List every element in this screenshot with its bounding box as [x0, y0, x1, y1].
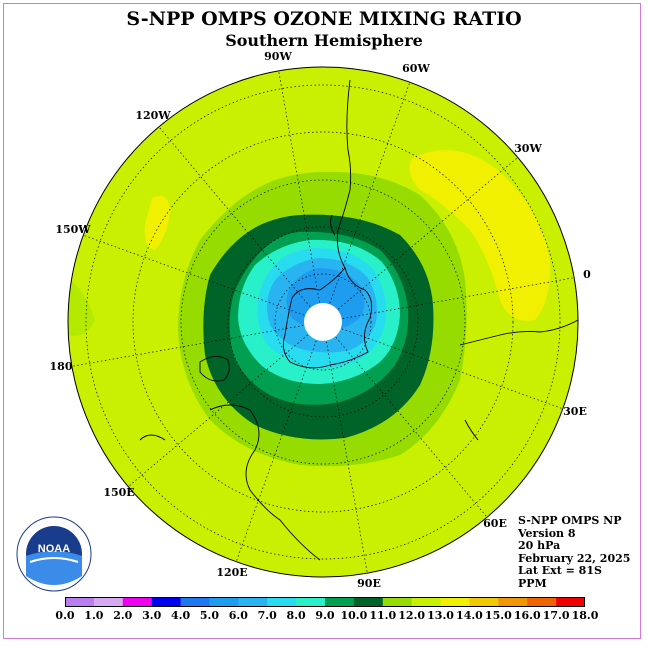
colorbar-tick-label: 11.0	[369, 609, 397, 622]
colorbar-swatch	[122, 597, 153, 607]
colorbar-swatch	[556, 597, 585, 607]
colorbar-tick-label: 14.0	[456, 609, 483, 622]
lon-label-60w: 60W	[402, 62, 430, 75]
lon-label-120w: 120W	[135, 109, 171, 122]
info-lat-ext: Lat Ext = 81S	[518, 564, 602, 577]
lon-label-60e: 60E	[483, 517, 507, 530]
info-units: PPM	[518, 576, 547, 590]
pole-missing-data	[304, 303, 342, 341]
colorbar-swatch	[469, 597, 499, 607]
graticule	[68, 67, 578, 577]
info-level: 20 hPa	[518, 539, 561, 552]
lon-label-90w: 90W	[264, 50, 292, 63]
field-13-14-west	[144, 195, 170, 250]
colorbar-swatch	[151, 597, 182, 607]
colorbar-tick-label: 8.0	[286, 609, 306, 622]
colorbar-swatch	[65, 597, 95, 607]
colorbar-swatch	[353, 597, 384, 607]
figure-frame	[3, 3, 641, 639]
colorbar-tick-label: 6.0	[228, 609, 248, 622]
noaa-logo-icon: NOAA	[16, 516, 92, 592]
colorbar-tick-label: 17.0	[542, 609, 570, 622]
colorbar-tick-label: 13.0	[427, 609, 454, 622]
lon-label-150w: 150W	[55, 223, 91, 236]
svg-text:NOAA: NOAA	[38, 543, 70, 555]
colorbar-swatch	[296, 597, 326, 607]
colorbar-swatch	[209, 597, 239, 607]
colorbar-swatch	[440, 597, 470, 607]
colorbar-tick-label: 18.0	[571, 609, 599, 622]
colorbar-swatch	[325, 597, 355, 607]
info-instrument: S-NPP OMPS NP	[518, 514, 622, 527]
field-13-14-east	[409, 150, 551, 321]
field-12-13-band	[68, 280, 95, 336]
lon-label-0: 0	[583, 268, 591, 281]
colorbar-tick-label: 2.0	[113, 609, 133, 622]
lon-label-30e: 30E	[563, 405, 587, 418]
map-subtitle: Southern Hemisphere	[225, 31, 423, 50]
coastlines	[139, 79, 578, 561]
colorbar-tick-label: 7.0	[257, 609, 277, 622]
colorbar-swatch	[238, 597, 268, 607]
colorbar-swatch	[382, 597, 413, 607]
lon-label-90e: 90E	[357, 577, 381, 590]
lon-label-30w: 30W	[514, 142, 542, 155]
colorbar-tick-label: 15.0	[484, 609, 512, 622]
colorbar-tick-label: 12.0	[398, 609, 426, 622]
colorbar	[65, 597, 585, 607]
colorbar-tick-label: 5.0	[199, 609, 220, 622]
info-version: Version 8	[518, 526, 576, 540]
colorbar-swatch	[180, 597, 210, 607]
colorbar-swatch	[527, 597, 557, 607]
map-title: S-NPP OMPS OZONE MIXING RATIO	[126, 8, 522, 30]
colorbar-swatch	[93, 597, 124, 607]
colorbar-swatch	[498, 597, 528, 607]
colorbar-tick-label: 1.0	[84, 609, 104, 622]
lon-label-180: 180	[50, 360, 73, 373]
colorbar-tick-label: 9.0	[315, 609, 335, 622]
colorbar-swatch	[411, 597, 442, 607]
colorbar-tick-label: 0.0	[55, 609, 75, 622]
colorbar-tick-label: 16.0	[513, 609, 541, 622]
info-date: February 22, 2025	[518, 551, 631, 565]
colorbar-tick-label: 4.0	[170, 609, 191, 622]
lon-label-120e: 120E	[216, 566, 247, 579]
colorbar-tick-label: 3.0	[142, 609, 162, 622]
colorbar-tick-label: 10.0	[340, 609, 368, 622]
info-block: S-NPP OMPS NP Version 8 20 hPa February …	[518, 514, 631, 590]
colorbar-swatch	[267, 597, 297, 607]
lon-label-150e: 150E	[103, 486, 134, 499]
